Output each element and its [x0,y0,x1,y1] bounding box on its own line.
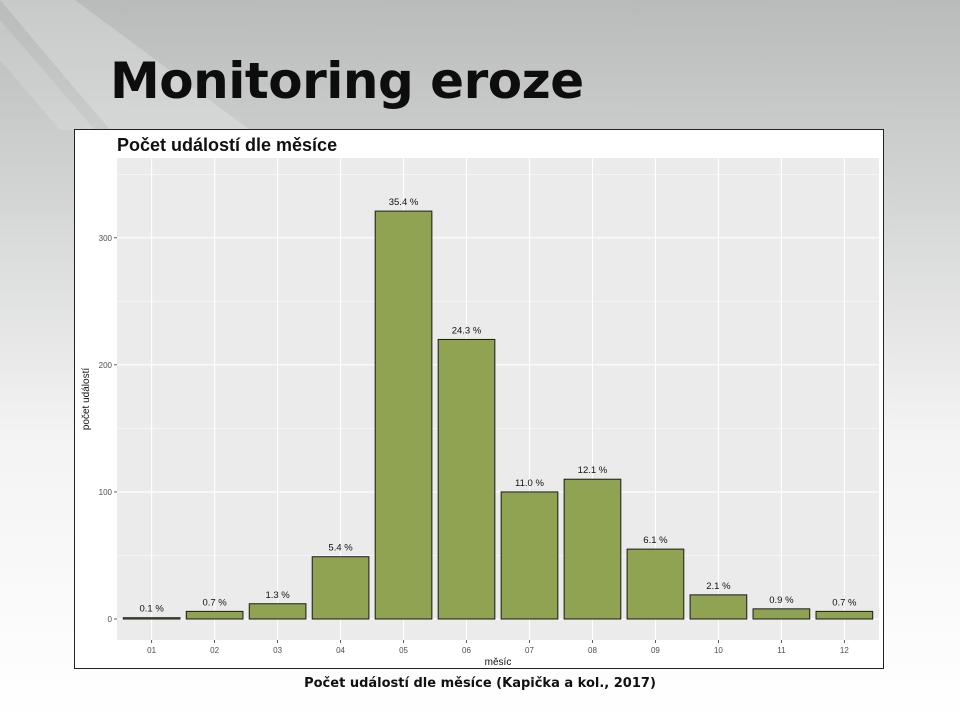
x-tick-label-05: 05 [399,646,408,655]
slide-title: Monitoring eroze [110,52,584,110]
bar-label-12: 0.7 % [832,597,857,608]
x-axis: 01 02 03 04 05 06 07 08 09 10 11 12 [147,640,849,655]
bar-11 [752,608,811,620]
bar-03 [248,603,307,620]
bar-label-02: 0.7 % [202,597,227,608]
y-axis: 0 100 200 300 [99,234,117,624]
x-tick-label-11: 11 [777,646,786,655]
bar-08 [563,478,622,620]
bar-label-05: 35.4 % [389,197,419,208]
x-tick-label-01: 01 [147,646,156,655]
x-axis-title: měsíc [485,657,512,668]
bar-label-03: 1.3 % [265,590,290,601]
bar-chart: Počet událostí dle měsíce 0.1 % 0.7 % 1.3 … [81,135,879,668]
x-tick-label-06: 06 [462,646,471,655]
bar-labels: 0.1 % 0.7 % 1.3 % 5.4 % 35.4 % 24.3 % 11.0 % 12… [139,197,857,615]
x-tick-label-09: 09 [651,646,660,655]
bar-label-01: 0.1 % [139,604,164,615]
x-tick-label-04: 04 [336,646,345,655]
plot-panel [117,158,879,640]
figure-caption: Počet událostí dle měsíce (Kapička a kol… [304,676,656,691]
bar-04 [311,556,370,620]
bars [122,210,874,620]
bar-02 [185,610,244,620]
x-tick-label-07: 07 [525,646,534,655]
x-tick-label-02: 02 [210,646,219,655]
bar-12 [815,610,874,620]
y-tick-label: 0 [108,615,113,624]
bar-label-08: 12.1 % [578,465,608,476]
x-tick-label-03: 03 [273,646,282,655]
y-tick-label: 300 [99,234,113,243]
bar-05 [374,210,433,620]
bar-07 [500,491,559,620]
y-axis-title: počet událostí [81,368,92,430]
chart-frame: Počet událostí dle měsíce 0.1 % 0.7 % 1.3 … [74,129,884,669]
bar-label-04: 5.4 % [328,543,353,554]
x-tick-label-10: 10 [714,646,723,655]
x-tick-label-12: 12 [840,646,849,655]
y-tick-label: 100 [99,488,113,497]
bar-label-10: 2.1 % [706,581,731,592]
bar-06 [437,338,496,620]
bar-label-06: 24.3 % [452,325,482,336]
bar-01 [122,617,181,620]
chart-title: Počet událostí dle měsíce [117,135,337,155]
bar-label-11: 0.9 % [769,595,794,606]
bar-10 [689,594,748,620]
bar-09 [626,548,685,620]
bar-label-07: 11.0 % [515,478,544,489]
bar-label-09: 6.1 % [643,535,668,546]
y-tick-label: 200 [99,361,113,370]
x-tick-label-08: 08 [588,646,597,655]
